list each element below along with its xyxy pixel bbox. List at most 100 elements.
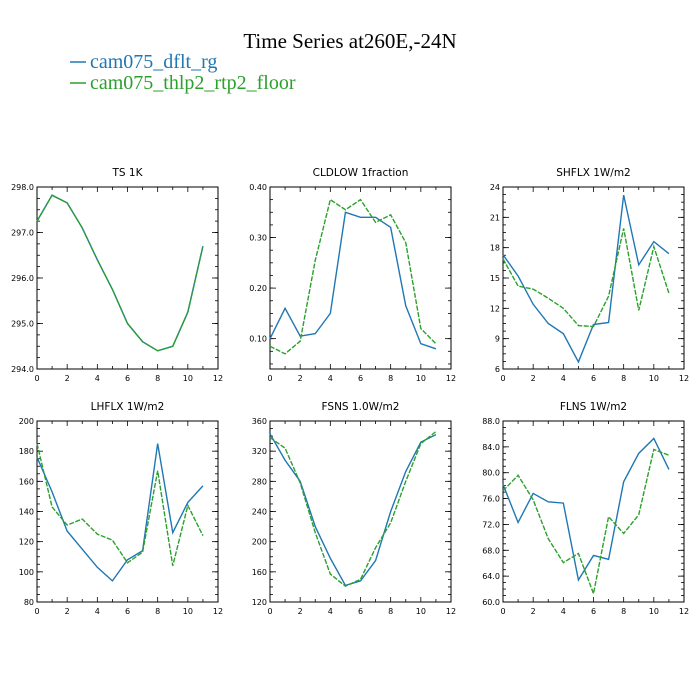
x-tick-label: 4 [328, 374, 333, 383]
series-line-cam075-dflt-rg [502, 437, 670, 582]
y-tick-label: 0.10 [249, 335, 267, 344]
x-tick-label: 12 [213, 374, 223, 383]
x-tick-label: 4 [328, 607, 333, 616]
y-tick-label: 297.0 [11, 229, 34, 238]
y-tick-label: 72.0 [482, 520, 500, 529]
x-tick-label: 2 [531, 607, 536, 616]
panel-cldlow: CLDLOW 1fraction 0 2 4 6 8 10 12 0.10 0.20 0.30 0.4… [249, 167, 456, 383]
x-tick-label: 8 [621, 607, 626, 616]
y-tick-label: 298.0 [11, 183, 34, 192]
y-tick-label: 60.0 [482, 598, 500, 607]
series-line-cam075-thlp2-rtp2-floor [269, 198, 437, 355]
panel-title: TS 1K [112, 167, 144, 179]
series-line-cam075-thlp2-rtp2-floor [36, 443, 204, 566]
x-tick-label: 6 [591, 374, 596, 383]
x-tick-label: 4 [561, 607, 566, 616]
y-tick-label: 296.0 [11, 274, 34, 283]
series-line-cam075-dflt-rg [502, 194, 670, 364]
y-tick-label: 0.20 [249, 284, 267, 293]
y-tick-label: 21 [490, 213, 500, 222]
x-tick-label: 10 [649, 374, 659, 383]
x-tick-label: 6 [358, 607, 363, 616]
x-tick-label: 12 [679, 607, 689, 616]
x-tick-label: 4 [95, 607, 100, 616]
x-tick-label: 8 [388, 374, 393, 383]
y-tick-label: 200 [252, 538, 267, 547]
y-tick-label: 88.0 [482, 417, 500, 426]
y-tick-label: 76.0 [482, 495, 500, 504]
x-tick-label: 2 [65, 374, 70, 383]
panel-title: LHFLX 1W/m2 [91, 401, 165, 413]
y-tick-label: 160 [19, 477, 34, 486]
x-tick-label: 2 [65, 607, 70, 616]
series-line-cam075-thlp2-rtp2-floor [36, 194, 204, 352]
panel-title: CLDLOW 1fraction [313, 167, 409, 179]
x-tick-label: 0 [34, 374, 39, 383]
x-tick-label: 6 [591, 607, 596, 616]
x-tick-label: 8 [155, 374, 160, 383]
x-tick-label: 10 [649, 607, 659, 616]
y-tick-label: 15 [490, 274, 500, 283]
x-tick-label: 6 [358, 374, 363, 383]
panel-lhflx: LHFLX 1W/m2 0 2 4 6 8 10 12 80 100 120 140 160 180 200 [19, 401, 223, 616]
series-line-cam075-thlp2-rtp2-floor [502, 228, 670, 328]
y-tick-label: 120 [19, 538, 34, 547]
x-tick-label: 10 [183, 607, 193, 616]
x-tick-label: 8 [621, 374, 626, 383]
legend-label-1: cam075_dflt_rg [90, 51, 217, 73]
y-tick-label: 68.0 [482, 546, 500, 555]
y-tick-label: 0.40 [249, 183, 267, 192]
y-tick-label: 0.30 [249, 234, 267, 243]
series-line-cam075-dflt-rg [269, 211, 437, 350]
y-tick-label: 240 [252, 508, 267, 517]
series-line-cam075-thlp2-rtp2-floor [502, 448, 670, 597]
panel-title: FLNS 1W/m2 [560, 401, 627, 413]
x-tick-label: 0 [500, 374, 505, 383]
x-tick-label: 6 [125, 607, 130, 616]
x-tick-label: 8 [388, 607, 393, 616]
y-tick-label: 160 [252, 568, 267, 577]
y-tick-label: 294.0 [11, 365, 34, 374]
y-tick-label: 295.0 [11, 320, 34, 329]
y-tick-label: 360 [252, 417, 267, 426]
y-tick-label: 80.0 [482, 469, 500, 478]
x-tick-label: 12 [446, 607, 456, 616]
y-tick-label: 200 [19, 417, 34, 426]
y-tick-label: 6 [495, 365, 500, 374]
series-line-cam075-dflt-rg [36, 443, 204, 582]
y-tick-label: 100 [19, 568, 34, 577]
x-tick-label: 2 [298, 607, 303, 616]
y-tick-label: 9 [495, 335, 500, 344]
legend: cam075_dflt_rg cam075_thlp2_rtp2_floor [70, 51, 296, 94]
y-tick-label: 84.0 [482, 443, 500, 452]
x-tick-label: 4 [95, 374, 100, 383]
x-tick-label: 10 [416, 607, 426, 616]
x-tick-label: 10 [183, 374, 193, 383]
x-tick-label: 0 [500, 607, 505, 616]
x-tick-label: 0 [267, 374, 272, 383]
x-tick-label: 2 [298, 374, 303, 383]
panel-ts: TS 1K 0 2 4 6 8 10 12 294.0 295.0 296.0 297.0 298.0 [11, 167, 223, 383]
y-tick-label: 320 [252, 447, 267, 456]
y-tick-label: 80 [24, 598, 34, 607]
y-tick-label: 64.0 [482, 572, 500, 581]
x-tick-label: 12 [679, 374, 689, 383]
figure-title: Time Series at260E,-24N [243, 29, 456, 53]
series-line-cam075-thlp2-rtp2-floor [269, 431, 437, 587]
x-tick-label: 12 [446, 374, 456, 383]
x-tick-label: 0 [267, 607, 272, 616]
y-tick-label: 12 [490, 304, 500, 313]
x-tick-label: 2 [531, 374, 536, 383]
x-tick-label: 8 [155, 607, 160, 616]
y-tick-label: 180 [19, 447, 34, 456]
panel-flns: FLNS 1W/m2 0 2 4 6 8 10 12 60.0 64.0 68.0 72.0 76.0 8… [482, 401, 689, 616]
x-tick-label: 10 [416, 374, 426, 383]
legend-label-2: cam075_thlp2_rtp2_floor [90, 72, 296, 94]
x-tick-label: 12 [213, 607, 223, 616]
panel-fsns: FSNS 1.0W/m2 0 2 4 6 8 10 12 120 160 200 240 280 320 3… [252, 401, 456, 616]
x-tick-label: 4 [561, 374, 566, 383]
x-tick-label: 6 [125, 374, 130, 383]
x-tick-label: 0 [34, 607, 39, 616]
panel-title: FSNS 1.0W/m2 [322, 401, 400, 413]
